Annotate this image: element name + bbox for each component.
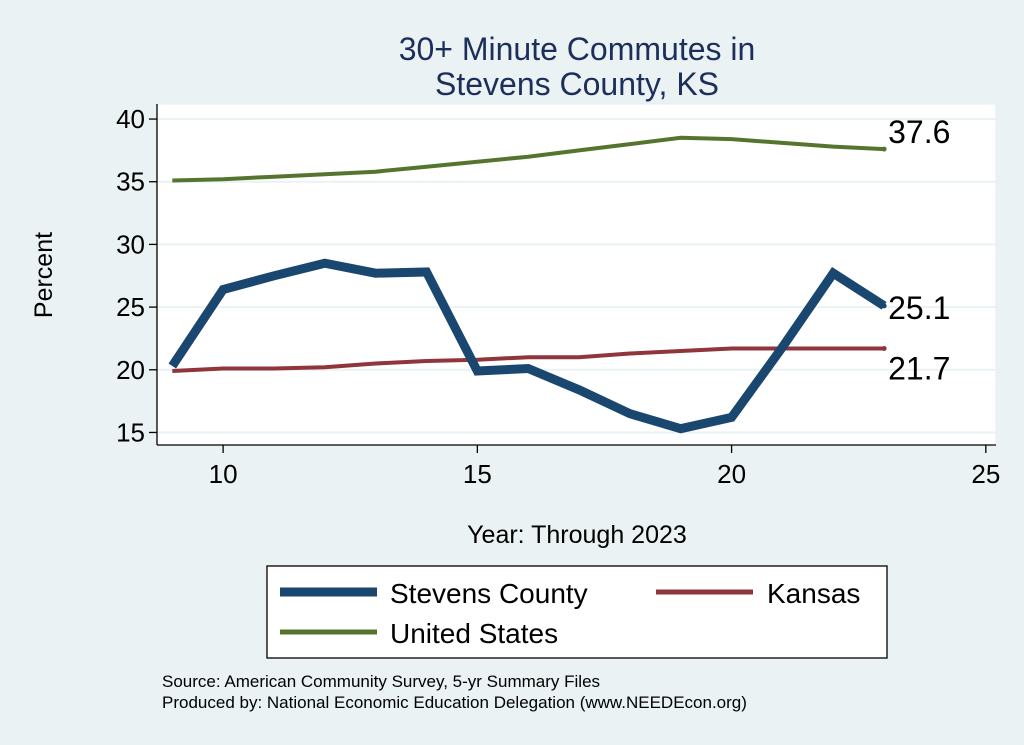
- y-tick-label: 35: [116, 167, 145, 197]
- source-note: Source: American Community Survey, 5-yr …: [162, 672, 600, 691]
- legend-label-united-states: United States: [390, 618, 558, 649]
- end-label-stevens-county: 25.1: [888, 290, 950, 326]
- series-line-united-states: [172, 135, 885, 183]
- x-tick-label: 20: [717, 459, 746, 489]
- legend-box: [266, 565, 888, 659]
- series-end-point-united-states: [881, 146, 887, 152]
- y-tick-label: 20: [116, 355, 145, 385]
- series-end-point-stevens-county: [881, 303, 887, 309]
- end-labels: 37.6 21.7 25.1: [888, 114, 950, 386]
- series-line-kansas: [172, 346, 885, 373]
- x-axis-title: Year: Through 2023: [467, 521, 687, 549]
- series: [168, 135, 887, 434]
- x-tick-label: 10: [209, 459, 238, 489]
- producer-note: Produced by: National Economic Education…: [162, 693, 747, 712]
- legend-label-stevens-county: Stevens County: [390, 578, 588, 609]
- legend: Stevens County Kansas United States: [266, 565, 888, 659]
- ticks: 15 20 25 30 35 40 10 15 20 25: [116, 104, 1000, 489]
- series-line-stevens-county: [168, 258, 887, 434]
- y-tick-label: 30: [116, 229, 145, 259]
- y-tick-label: 25: [116, 292, 145, 322]
- y-tick-label: 15: [116, 417, 145, 447]
- legend-label-kansas: Kansas: [767, 578, 860, 609]
- axes: [156, 104, 996, 446]
- end-label-kansas: 21.7: [888, 350, 950, 386]
- chart-title-line-2: Stevens County, KS: [435, 66, 719, 102]
- y-axis-title: Percent: [30, 232, 58, 318]
- y-tick-label: 40: [116, 104, 145, 134]
- chart-title-line-1: 30+ Minute Commutes in: [399, 31, 756, 67]
- x-tick-label: 25: [971, 459, 1000, 489]
- end-label-united-states: 37.6: [888, 114, 950, 150]
- series-end-point-kansas: [881, 345, 887, 351]
- x-tick-label: 15: [463, 459, 492, 489]
